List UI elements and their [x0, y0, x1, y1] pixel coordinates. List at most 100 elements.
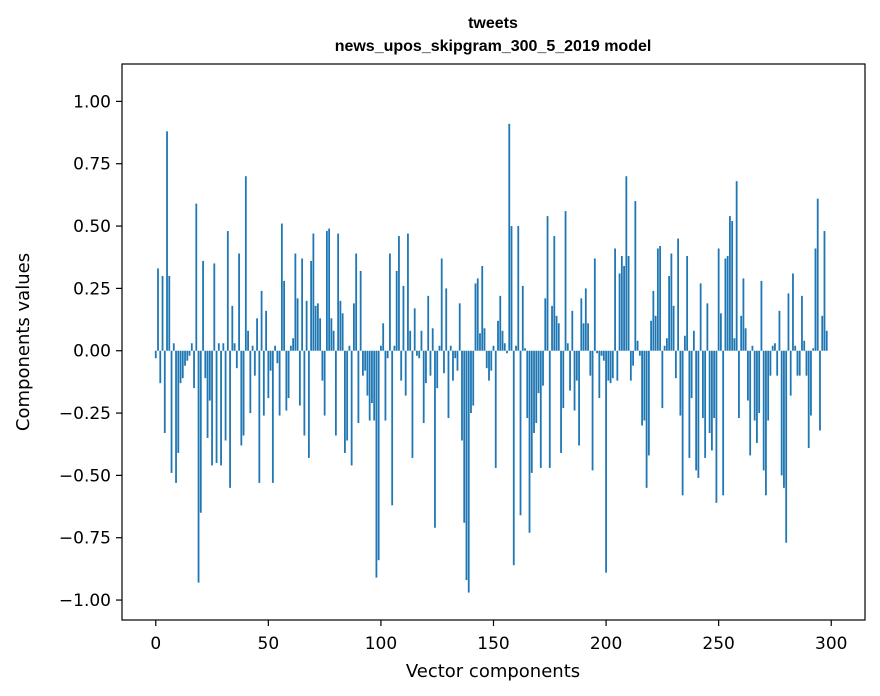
bar	[256, 318, 258, 351]
bar	[357, 350, 360, 424]
bar	[398, 236, 400, 351]
bar	[375, 350, 378, 578]
bar	[447, 350, 450, 419]
bar	[161, 275, 164, 351]
bar	[794, 345, 797, 351]
y-tick-label: −1.00	[59, 591, 111, 611]
bar	[573, 350, 576, 411]
bar	[323, 350, 326, 416]
bar	[431, 328, 434, 351]
bar	[697, 350, 700, 478]
bar	[614, 248, 616, 351]
bar	[769, 350, 772, 376]
bar	[465, 350, 468, 581]
bar	[172, 343, 175, 351]
bar	[305, 300, 308, 351]
bar	[470, 350, 472, 414]
bar	[287, 350, 290, 399]
bar	[177, 350, 180, 453]
y-tick-label: 0.75	[73, 155, 111, 175]
bar	[166, 131, 168, 351]
bar	[796, 350, 799, 376]
bar	[285, 350, 288, 411]
bar	[280, 223, 283, 351]
x-tick-label: 300	[815, 634, 847, 654]
bar	[720, 313, 722, 351]
bar	[539, 350, 542, 468]
bar	[798, 350, 801, 376]
bar	[179, 350, 182, 384]
x-tick-label: 150	[477, 634, 509, 654]
bar	[805, 350, 808, 376]
bar	[445, 288, 448, 351]
bar	[337, 233, 340, 351]
bar	[483, 328, 486, 351]
bar	[307, 350, 310, 458]
bar	[229, 350, 231, 488]
y-axis-label: Components values	[13, 253, 34, 431]
bar	[690, 350, 693, 399]
chart-title: tweets	[468, 15, 518, 32]
bar	[528, 350, 531, 533]
bar	[738, 350, 740, 419]
bar	[494, 350, 497, 468]
bar	[708, 350, 711, 434]
bar	[598, 350, 601, 399]
bar	[681, 350, 684, 496]
bar	[578, 350, 580, 446]
bar	[652, 290, 655, 351]
bar	[411, 350, 414, 458]
x-tick-label: 200	[590, 634, 622, 654]
bar	[319, 318, 322, 351]
bar	[611, 350, 614, 379]
bar	[643, 350, 646, 421]
bar	[584, 288, 587, 351]
bar	[391, 350, 394, 506]
bar	[553, 236, 556, 351]
bar	[607, 350, 610, 381]
bar	[438, 345, 441, 351]
bar	[753, 350, 756, 421]
bar	[571, 310, 574, 351]
bar	[582, 323, 585, 351]
bar	[544, 298, 547, 351]
bar	[722, 350, 725, 496]
bar	[704, 350, 707, 458]
bar	[501, 330, 504, 351]
bar	[537, 350, 540, 394]
bar	[546, 216, 549, 351]
bar	[253, 350, 256, 376]
bar	[591, 350, 594, 471]
x-tick-label: 250	[702, 634, 734, 654]
bar	[195, 203, 198, 351]
bar	[321, 350, 324, 381]
bar	[292, 338, 295, 351]
bar-series	[154, 123, 828, 593]
bar	[593, 258, 596, 351]
bar	[436, 350, 439, 389]
bar	[519, 350, 522, 516]
bar	[760, 280, 763, 351]
bar	[580, 298, 583, 351]
chart-subtitle: news_upos_skipgram_300_5_2019 model	[335, 38, 652, 55]
bar	[366, 350, 369, 396]
bar	[620, 255, 623, 351]
bar	[402, 285, 405, 351]
bar	[677, 238, 680, 351]
bar	[645, 350, 648, 488]
bar	[276, 350, 279, 364]
bar	[679, 350, 682, 416]
bar	[566, 343, 569, 351]
bar	[683, 335, 686, 351]
bar	[434, 350, 436, 528]
bar	[184, 350, 186, 366]
bar	[393, 345, 396, 351]
bar	[524, 348, 526, 351]
bar	[756, 350, 758, 443]
bar	[359, 270, 362, 351]
bar	[715, 350, 718, 503]
bar	[380, 345, 382, 351]
bar	[605, 350, 607, 573]
bar	[747, 350, 749, 401]
